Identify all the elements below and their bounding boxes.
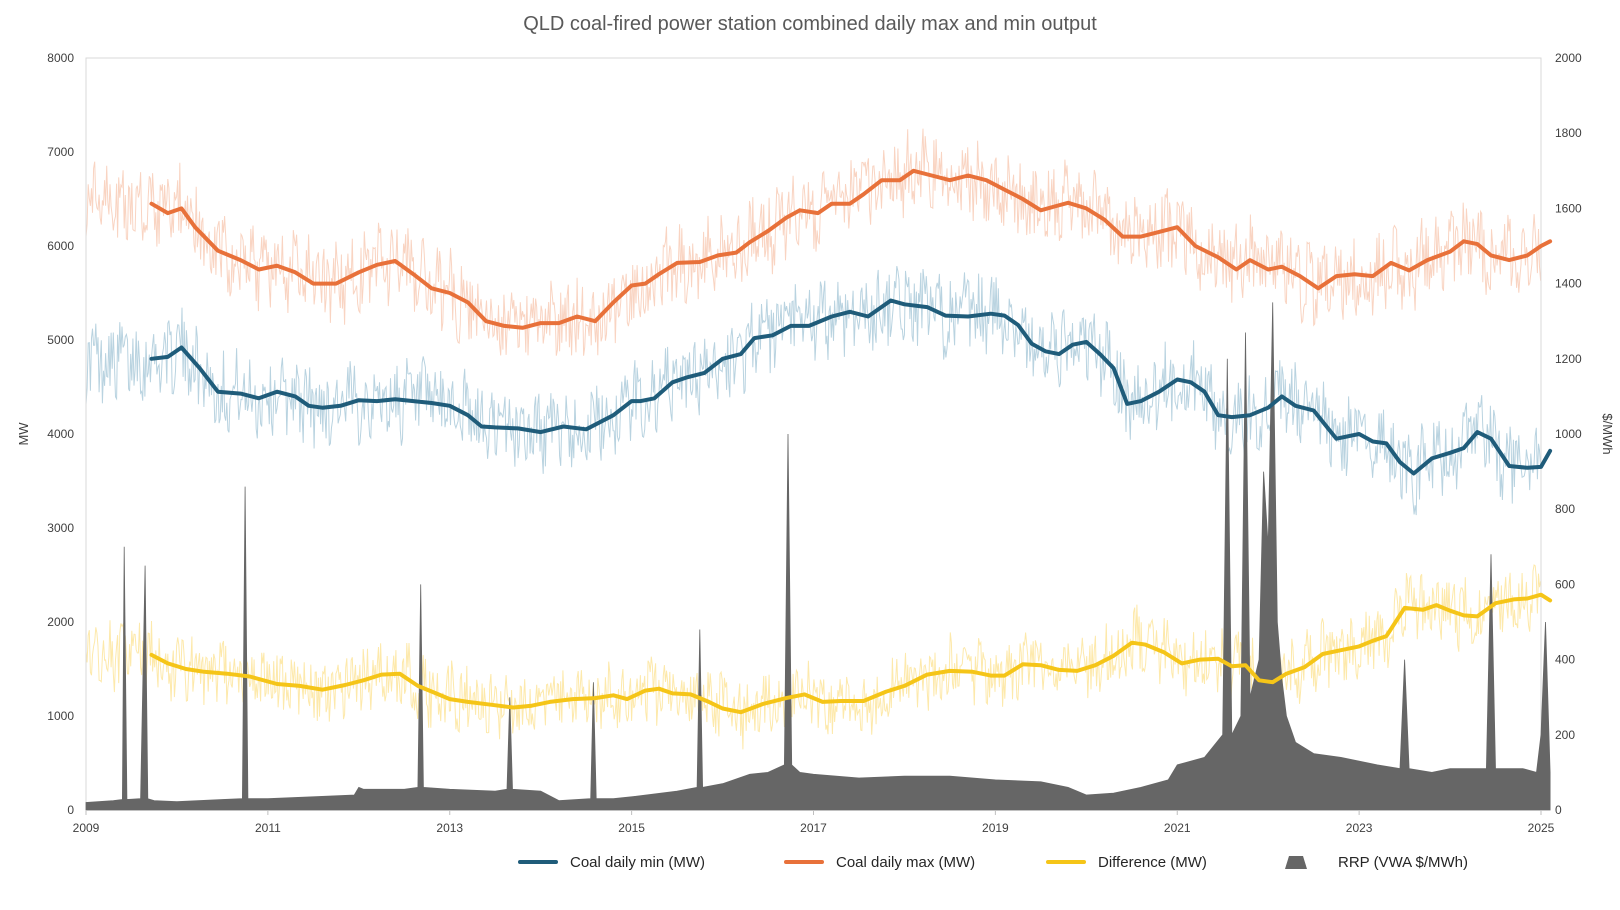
y-tick-label: 2000	[47, 615, 74, 629]
x-tick-label: 2013	[436, 821, 463, 835]
y2-tick-label: 1200	[1555, 352, 1582, 366]
y-tick-label: 6000	[47, 239, 74, 253]
legend-label-2: Coal daily max (MW)	[836, 854, 975, 871]
y2-tick-label: 200	[1555, 728, 1575, 742]
x-tick-label: 2017	[800, 821, 827, 835]
raw-noise-layer	[85, 128, 1542, 750]
y-tick-label: 4000	[47, 427, 74, 441]
raw-trace-2	[85, 128, 1542, 356]
x-tick-label: 2025	[1528, 821, 1555, 835]
raw-trace-1	[85, 265, 1542, 516]
y2-tick-label: 2000	[1555, 51, 1582, 65]
y2-tick-label: 1400	[1555, 277, 1582, 291]
x-tick-label: 2015	[618, 821, 645, 835]
x-tick-label: 2019	[982, 821, 1009, 835]
y2-tick-label: 400	[1555, 653, 1575, 667]
y-tick-label: 7000	[47, 145, 74, 159]
legend-label-1: Coal daily min (MW)	[570, 854, 705, 871]
y2-axis-label: $/MWh	[1600, 413, 1615, 454]
y-tick-label: 5000	[47, 333, 74, 347]
y-tick-label: 1000	[47, 709, 74, 723]
x-tick-label: 2021	[1164, 821, 1191, 835]
y-tick-label: 8000	[47, 51, 74, 65]
y2-tick-label: 0	[1555, 803, 1562, 817]
series-line-3	[149, 592, 1553, 715]
rrp-layer	[85, 302, 1551, 811]
chart-title: QLD coal-fired power station combined da…	[523, 13, 1097, 35]
y-axis-label: MW	[16, 422, 31, 446]
series-lines	[149, 168, 1553, 715]
legend-swatch-rrp	[1285, 856, 1307, 869]
x-tick-label: 2011	[255, 821, 281, 835]
y2-tick-label: 800	[1555, 502, 1575, 516]
y2-tick-label: 1000	[1555, 427, 1582, 441]
axes: 0 1000 2000 3000 4000 5000 6000 7000 8000 0 200 400…	[47, 51, 1582, 835]
y2-tick-label: 600	[1555, 577, 1575, 591]
y2-tick-label: 1600	[1555, 201, 1582, 215]
rrp-area	[85, 302, 1551, 811]
legend-label-4: RRP (VWA $/MWh)	[1338, 854, 1468, 871]
x-tick-label: 2009	[73, 821, 100, 835]
legend-label-3: Difference (MW)	[1098, 854, 1207, 871]
legend: Coal daily min (MW) Coal daily max (MW) Di…	[518, 854, 1468, 871]
series-line-2	[149, 168, 1553, 330]
y-tick-label: 0	[67, 803, 74, 817]
x-tick-label: 2023	[1346, 821, 1373, 835]
y2-tick-label: 1800	[1555, 126, 1582, 140]
raw-trace-3	[85, 564, 1542, 750]
y-tick-label: 3000	[47, 521, 74, 535]
series-line-1	[149, 298, 1553, 476]
